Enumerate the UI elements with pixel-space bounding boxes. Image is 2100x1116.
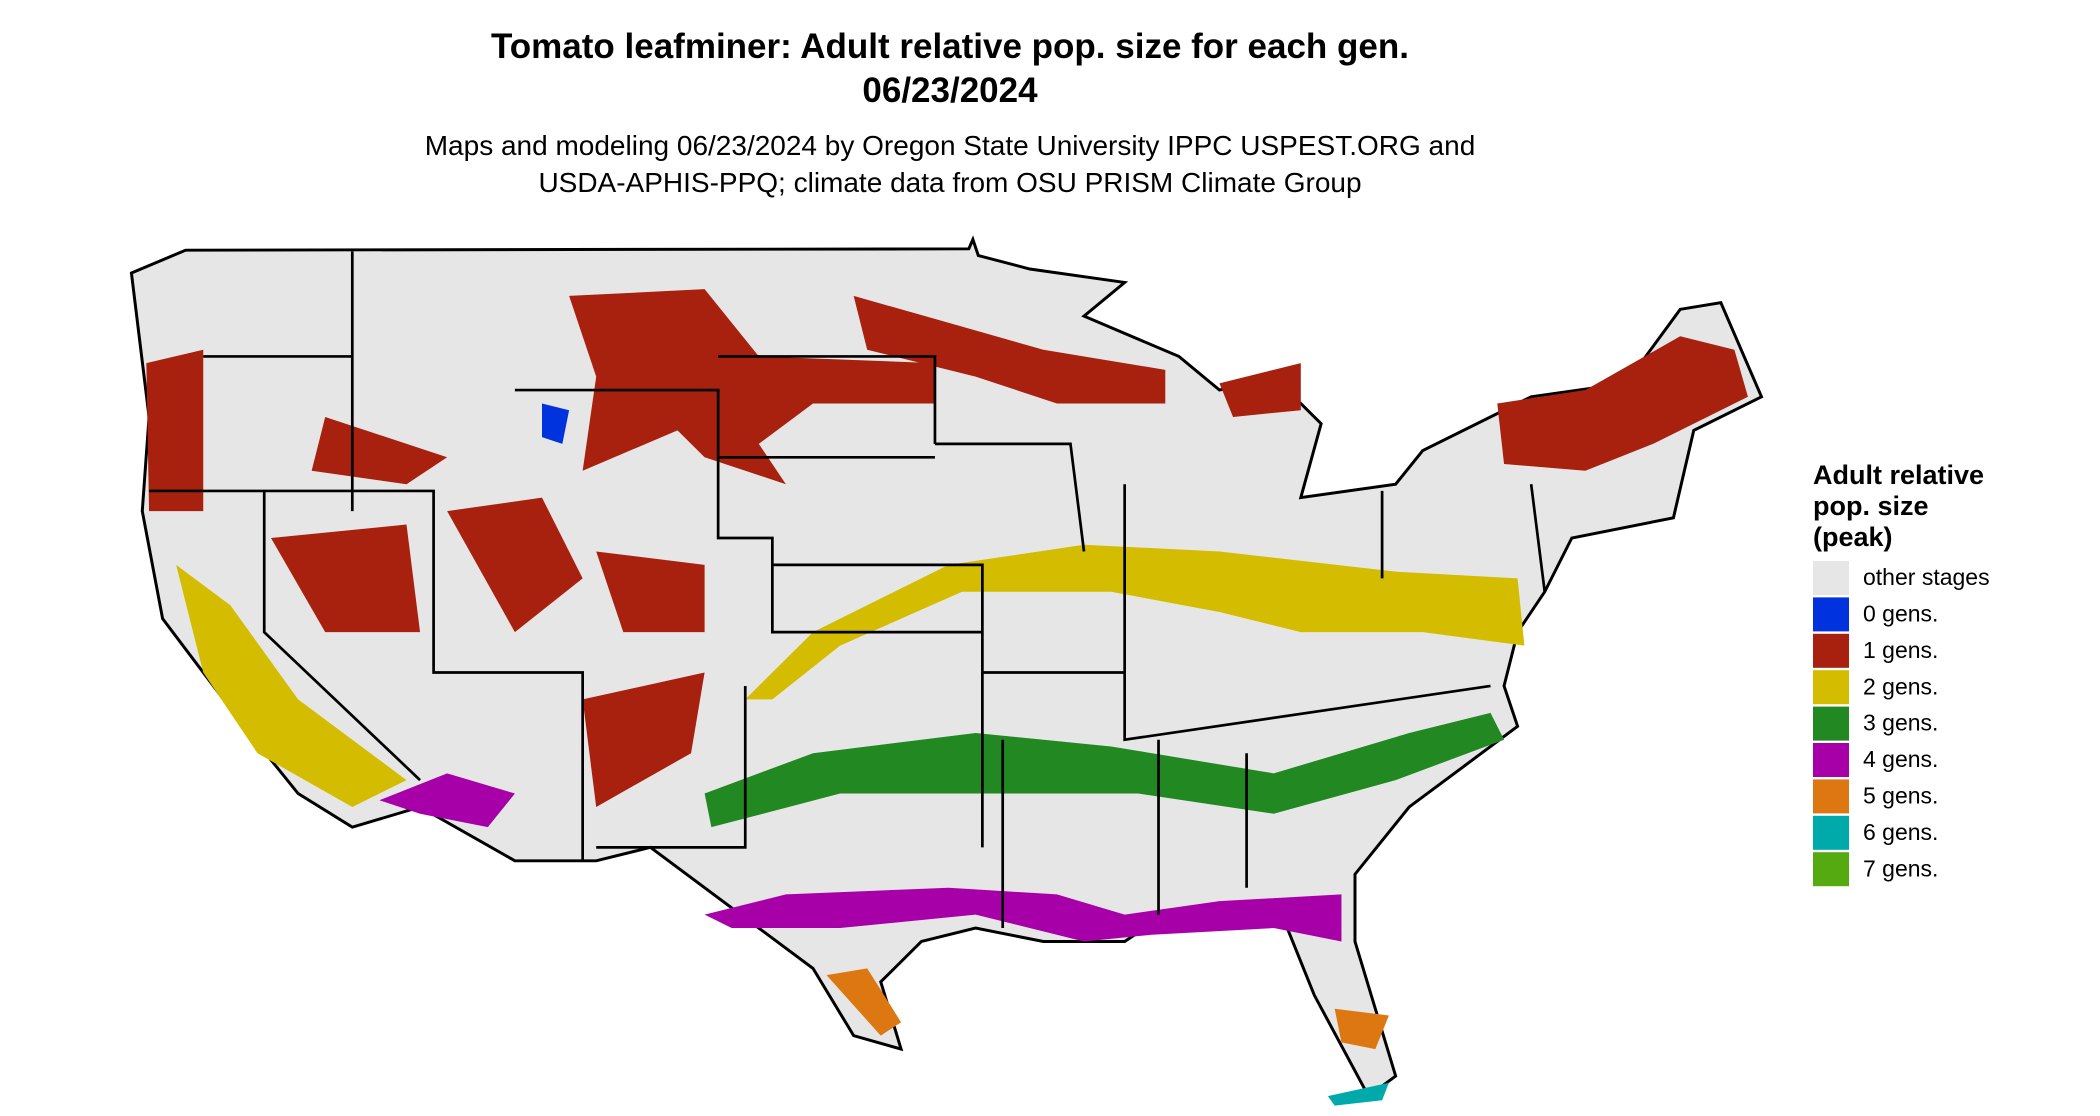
legend-label: 2 gens. [1863,673,1938,699]
legend-title: (peak) [1813,522,1893,552]
region-1gen [569,289,935,485]
subtitle: Maps and modeling 06/23/2024 by Oregon S… [425,130,1476,161]
subtitle: USDA-APHIS-PPQ; climate data from OSU PR… [538,167,1361,198]
legend-swatch [1813,633,1849,668]
legend-title: Adult relative [1813,460,1984,490]
legend-label: 6 gens. [1863,819,1938,845]
legend-swatch [1813,597,1849,632]
region-1gen [271,524,421,633]
region-4gen [379,773,515,828]
legend-swatch [1813,670,1849,705]
legend-label: 7 gens. [1863,855,1938,881]
legend-label: 1 gens. [1863,637,1938,663]
legend: other stages 0 gens. 1 gens. 2 gens. 3 gens.… [1813,561,1990,887]
region-5gen [826,968,902,1036]
region-6gen [1327,1082,1389,1106]
region-1gen [596,551,705,633]
legend-label: 0 gens. [1863,600,1938,626]
legend-swatch [1813,706,1849,741]
legend-swatch [1813,815,1849,850]
legend-swatch [1813,743,1849,777]
legend-title: pop. size [1813,491,1929,521]
region-5gen [1334,1008,1389,1050]
legend-swatch [1813,561,1849,595]
legend-label: other stages [1863,564,1990,590]
region-2gen [745,544,1525,700]
region-1gen [146,349,204,512]
legend-swatch [1813,852,1849,887]
region-1gen [853,295,1166,404]
region-1gen [582,672,705,807]
date: 06/23/2024 [862,71,1038,110]
region-1gen [1219,363,1301,417]
legend-label: 4 gens. [1863,746,1938,772]
legend-swatch [1813,779,1849,814]
region-0gen [542,403,570,444]
region-1gen [311,416,448,485]
map [129,235,1764,1106]
state-lines [149,251,1547,929]
region-4gen [704,887,1342,942]
region-3gen [704,712,1505,828]
title: Tomato leafminer: Adult relative pop. si… [491,27,1409,66]
legend-label: 3 gens. [1863,710,1938,736]
region-1gen [1497,336,1748,471]
legend-label: 5 gens. [1863,782,1938,808]
region-2gen [176,564,407,807]
region-1gen [447,497,583,633]
